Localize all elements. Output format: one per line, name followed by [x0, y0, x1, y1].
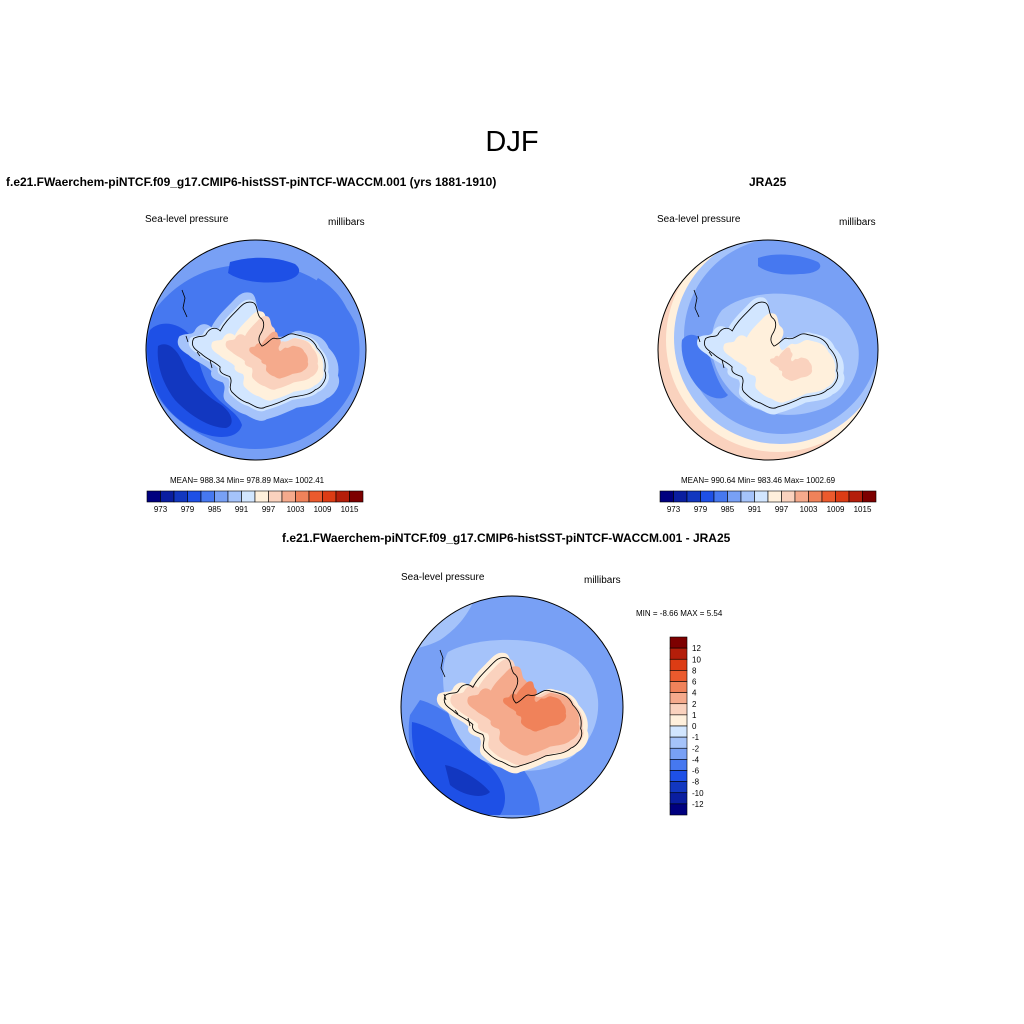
panel-2-colorbar-swatch	[808, 490, 823, 503]
panel-2-title: JRA25	[749, 175, 787, 189]
panel-3-colorbar-tick-label: 4	[692, 689, 697, 698]
panel-3-colorbar-tick-label: -8	[692, 778, 700, 787]
panel-2-colorbar-swatch	[862, 490, 877, 503]
panel-3-colorbar-swatch	[669, 725, 688, 738]
panel-3-colorbar-tick-label: 2	[692, 700, 697, 709]
panel-2-colorbar-swatch	[754, 490, 769, 503]
panel-3-colorbar-swatch	[669, 759, 688, 771]
panel-3-colorbar-swatch	[669, 670, 688, 682]
panel-3-colorbar-swatch	[669, 647, 688, 660]
panel-2-colorbar-swatch	[727, 490, 742, 503]
panel-3-colorbar-tick-label: 0	[692, 722, 697, 731]
panel-3-colorbar-swatch	[669, 736, 688, 749]
panel-3-colorbar-tick-label: -1	[692, 733, 700, 742]
panel-1-colorbar-swatch	[160, 490, 175, 503]
panel-2-colorbar-tick-label: 985	[721, 505, 735, 514]
panel-2-colorbar-swatch	[835, 490, 850, 503]
panel-2-colorbar-swatch	[713, 490, 728, 503]
panel-3-units-label: millibars	[584, 575, 621, 586]
panel-3-colorbar-swatch	[669, 658, 688, 671]
panel-1-colorbar-tick-label: 1003	[287, 505, 305, 514]
panel-2-colorbar-swatch	[794, 490, 809, 503]
panel-2-colorbar: 973 979 985 991 997 1003 1009 1015	[659, 490, 877, 514]
panel-3-colorbar-tick-label: -4	[692, 755, 700, 764]
panel-2-variable-label: Sea-level pressure	[657, 214, 741, 225]
panel-1-colorbar-tick-label: 997	[262, 505, 276, 514]
panel-3-variable-label: Sea-level pressure	[401, 572, 485, 583]
panel-1-colorbar-swatch	[281, 490, 296, 503]
panel-2-colorbar-tick-label: 979	[694, 505, 708, 514]
figure-title: DJF	[485, 126, 539, 158]
panel-3-title: f.e21.FWaerchem-piNTCF.f09_g17.CMIP6-his…	[282, 531, 731, 545]
panel-1-colorbar-tick-label: 991	[235, 505, 249, 514]
panel-2-colorbar-swatch	[848, 490, 863, 503]
panel-1-title: f.e21.FWaerchem-piNTCF.f09_g17.CMIP6-his…	[6, 175, 497, 189]
panel-3-colorbar-swatch	[669, 681, 688, 693]
panel-1-colorbar-swatch	[146, 490, 161, 503]
panel-3-colorbar-tick-label: -12	[692, 800, 704, 809]
panel-1-colorbar-swatch	[322, 490, 337, 503]
panel-1-colorbar-swatch	[214, 490, 229, 503]
panel-2-colorbar-swatch	[659, 490, 674, 503]
panel-1-colorbar-tick-label: 985	[208, 505, 222, 514]
panel-1-colorbar-swatch	[241, 490, 256, 503]
panel-1-variable-label: Sea-level pressure	[145, 214, 229, 225]
panel-3-colorbar-swatch	[669, 636, 688, 649]
panel-3-colorbar-tick-label: -10	[692, 789, 704, 798]
panel-1-colorbar: 973 979 985 991 997 1003 1009 1015	[146, 490, 364, 514]
panel-2-colorbar-tick-label: 997	[775, 505, 789, 514]
panel-2-colorbar-swatch	[821, 490, 836, 503]
panel-3-colorbar-tick-label: -6	[692, 767, 700, 776]
panel-1-colorbar-swatch	[200, 490, 215, 503]
panel-2-units-label: millibars	[839, 217, 876, 228]
panel-1-colorbar-tick-label: 1015	[341, 505, 359, 514]
panel-3-colorbar-tick-label: 10	[692, 655, 701, 664]
panel-1-colorbar-swatch	[295, 490, 310, 503]
panel-2-colorbar-swatch	[740, 490, 755, 503]
panel-2-colorbar-tick-label: 991	[748, 505, 762, 514]
panel-2-map	[657, 239, 879, 461]
panel-1-colorbar-swatch	[335, 490, 350, 503]
panel-1-colorbar-tick-label: 973	[154, 505, 168, 514]
panel-3-colorbar-swatch	[669, 770, 688, 782]
panel-1-stats: MEAN= 988.34 Min= 978.89 Max= 1002.41	[170, 476, 325, 485]
panel-1-colorbar-swatch	[349, 490, 364, 503]
panel-2-colorbar-tick-label: 1015	[854, 505, 872, 514]
panel-2-colorbar-tick-label: 1003	[800, 505, 818, 514]
panel-1-colorbar-tick-label: 1009	[314, 505, 332, 514]
panel-3-map	[400, 595, 624, 819]
panel-2-stats: MEAN= 990.64 Min= 983.46 Max= 1002.69	[681, 476, 836, 485]
panel-1-units-label: millibars	[328, 217, 365, 228]
panel-3-colorbar-swatch	[669, 803, 688, 816]
panel-1-colorbar-swatch	[227, 490, 242, 503]
panel-3-colorbar-tick-label: -2	[692, 744, 700, 753]
panel-3-colorbar-swatch	[669, 781, 688, 794]
panel-1-map	[145, 239, 367, 461]
panel-3-colorbar-swatch	[669, 703, 688, 716]
panel-3-colorbar-tick-label: 1	[692, 711, 697, 720]
panel-3-colorbar-swatch	[669, 692, 688, 705]
panel-1-colorbar-swatch	[173, 490, 188, 503]
panel-3-colorbar-tick-label: 6	[692, 678, 697, 687]
panel-3-stats: MIN = -8.66 MAX = 5.54	[636, 609, 723, 618]
panel-1-colorbar-tick-label: 979	[181, 505, 195, 514]
panel-3-colorbar-swatch	[669, 747, 688, 760]
panel-1-colorbar-swatch	[308, 490, 323, 503]
panel-1-colorbar-swatch	[268, 490, 283, 503]
panel-1-colorbar-swatch	[254, 490, 269, 503]
panel-2-colorbar-swatch	[767, 490, 782, 503]
panel-1-colorbar-swatch	[187, 490, 202, 503]
panel-2-colorbar-swatch	[686, 490, 701, 503]
panel-2-colorbar-swatch	[700, 490, 715, 503]
panel-2-colorbar-swatch	[673, 490, 688, 503]
panel-3-colorbar-swatch	[669, 714, 688, 727]
panel-3-colorbar-tick-label: 8	[692, 666, 697, 675]
panel-2-colorbar-tick-label: 973	[667, 505, 681, 514]
panel-3-colorbar-tick-label: 12	[692, 644, 701, 653]
panel-2-colorbar-tick-label: 1009	[827, 505, 845, 514]
panel-3-colorbar-swatch	[669, 792, 688, 805]
panel-2-colorbar-swatch	[781, 490, 796, 503]
